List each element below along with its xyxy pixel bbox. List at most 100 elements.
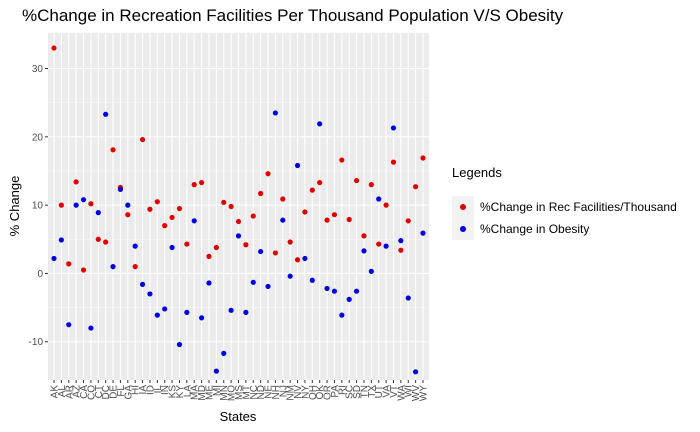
data-point-series-0	[66, 261, 72, 267]
legend-item-rec-facilities: %Change in Rec Facilities/Thousand	[452, 196, 677, 218]
data-point-series-0	[199, 179, 205, 186]
data-point-series-0	[191, 182, 197, 188]
data-point-series-1	[272, 110, 278, 116]
x-tick-label: NM	[286, 385, 297, 401]
data-point-series-0	[346, 216, 352, 223]
data-point-series-0	[383, 202, 389, 208]
x-tick-label: VA	[382, 385, 393, 398]
x-tick-label: NY	[300, 385, 311, 399]
data-point-series-0	[250, 213, 256, 219]
data-point-series-0	[88, 201, 94, 207]
y-tick-label: 10	[32, 201, 44, 212]
data-point-series-1	[390, 125, 397, 131]
data-point-series-1	[88, 325, 94, 331]
data-point-series-0	[413, 184, 419, 190]
legend-key-obesity	[452, 218, 474, 240]
x-tick-label: NV	[293, 385, 304, 399]
data-point-series-0	[294, 257, 301, 263]
legend-label-rec-facilities: %Change in Rec Facilities/Thousand	[480, 200, 677, 214]
x-tick-label: AZ	[72, 385, 83, 398]
data-point-series-0	[80, 267, 87, 273]
data-point-series-0	[213, 244, 219, 251]
data-point-series-0	[125, 212, 131, 218]
data-point-series-1	[265, 283, 271, 290]
x-axis: AKALARAZCACOCTDCDEFLGAHIIAIDILINKSKYLAMA…	[50, 380, 430, 401]
legend-key-rec-facilities	[452, 196, 474, 218]
x-tick-label: DE	[109, 385, 120, 399]
legend-dot-red	[460, 204, 466, 210]
data-point-series-1	[405, 295, 411, 301]
data-point-series-1	[147, 291, 153, 297]
grid-major	[48, 33, 429, 380]
data-point-series-0	[110, 147, 116, 153]
data-point-series-1	[110, 264, 116, 270]
x-tick-label: TN	[359, 385, 370, 398]
data-point-series-0	[162, 223, 168, 229]
data-point-series-1	[169, 244, 175, 251]
data-point-series-0	[353, 177, 360, 184]
data-point-series-0	[206, 253, 212, 259]
data-point-series-0	[258, 190, 264, 197]
data-point-series-0	[331, 212, 338, 218]
data-point-series-0	[265, 171, 271, 177]
data-point-series-0	[272, 250, 278, 256]
x-tick-label: ID	[145, 385, 156, 395]
data-point-series-0	[132, 264, 138, 270]
data-point-series-1	[258, 248, 264, 255]
data-point-series-1	[368, 268, 374, 274]
data-point-series-1	[154, 312, 160, 318]
data-point-series-0	[287, 239, 293, 245]
data-point-series-1	[103, 111, 109, 117]
data-point-series-1	[199, 315, 205, 321]
data-point-series-1	[184, 309, 190, 315]
data-point-series-0	[420, 155, 426, 161]
x-tick-label: IN	[160, 385, 171, 395]
legend-dot-blue	[460, 226, 466, 232]
data-point-series-1	[95, 210, 101, 216]
x-tick-label: NC	[249, 385, 260, 399]
data-point-series-1	[58, 237, 64, 243]
data-point-series-1	[132, 243, 138, 249]
data-point-series-1	[413, 369, 419, 375]
data-point-series-1	[294, 162, 301, 169]
legend: Legends %Change in Rec Facilities/Thousa…	[452, 165, 677, 240]
data-point-series-0	[176, 205, 183, 212]
data-point-series-0	[243, 242, 249, 248]
x-tick-label: ND	[256, 385, 267, 399]
x-tick-label: WY	[419, 385, 430, 401]
data-point-series-0	[368, 182, 374, 188]
x-tick-label: MA	[190, 385, 201, 400]
x-tick-label: KS	[168, 385, 179, 399]
x-axis-title: States	[220, 409, 257, 424]
data-point-series-1	[162, 306, 168, 312]
data-point-series-1	[287, 273, 293, 279]
data-point-series-0	[139, 136, 146, 143]
x-tick-label: OH	[308, 385, 319, 400]
data-point-series-0	[280, 196, 286, 202]
x-tick-label: IA	[138, 385, 149, 395]
data-point-series-1	[361, 248, 367, 254]
data-point-series-0	[147, 206, 153, 212]
data-point-series-0	[376, 241, 382, 247]
data-point-series-0	[398, 247, 404, 253]
x-tick-label: IL	[153, 385, 164, 394]
y-axis: -10 0 10 20 30	[29, 64, 48, 348]
x-tick-label: CT	[94, 385, 105, 398]
x-tick-label: NH	[271, 385, 282, 399]
data-point-series-1	[228, 307, 234, 313]
x-tick-label: KY	[175, 385, 186, 399]
y-tick-label: -10	[29, 337, 44, 348]
data-point-series-1	[331, 288, 338, 294]
data-point-series-0	[317, 179, 323, 186]
data-point-series-0	[169, 214, 175, 221]
x-tick-label: SD	[352, 385, 363, 399]
x-tick-label: AR	[64, 385, 75, 399]
data-point-series-1	[221, 350, 227, 356]
x-tick-label: OK	[315, 385, 326, 400]
data-point-series-0	[103, 239, 109, 245]
data-point-series-1	[125, 202, 131, 208]
x-tick-label: TX	[367, 385, 378, 398]
data-point-series-1	[309, 277, 315, 283]
x-tick-label: WV	[411, 385, 422, 401]
